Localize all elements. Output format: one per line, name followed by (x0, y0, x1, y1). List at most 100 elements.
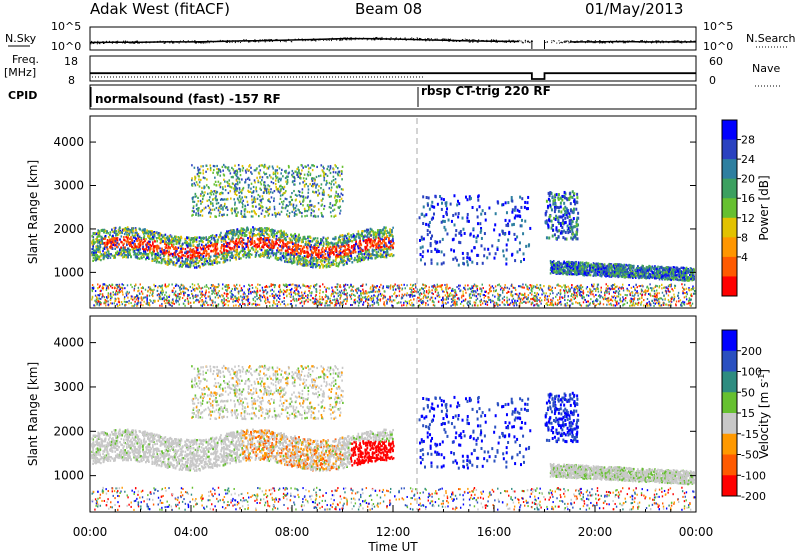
power-cell (136, 239, 139, 242)
power-cell (185, 240, 188, 243)
power-cell (196, 251, 199, 254)
nsky-point (405, 39, 407, 41)
power-cell (149, 243, 151, 246)
power-cell (222, 244, 225, 247)
power-cell (359, 239, 361, 242)
power-cell (368, 236, 370, 239)
power-cell (114, 241, 117, 244)
nsky-point (129, 42, 131, 44)
power-cell (121, 249, 123, 252)
nsky-point (140, 41, 142, 43)
nsky-point (256, 40, 258, 42)
power-cell (366, 233, 369, 236)
power-cell (277, 230, 279, 233)
power-cell (361, 232, 364, 235)
power-cell (380, 253, 383, 257)
nsky-point (628, 40, 630, 42)
power-cell (372, 251, 374, 254)
power-cell (114, 234, 117, 237)
nsky-point (652, 41, 654, 43)
power-cell (259, 240, 262, 243)
nsky-point (202, 42, 204, 44)
nsky-point (513, 40, 515, 42)
power-cell (139, 244, 142, 247)
nsky-point (279, 41, 281, 43)
power-cell (273, 236, 275, 239)
nsky-point (544, 41, 546, 43)
date-title: 01/May/2013 (585, 0, 683, 18)
nsky-point (93, 42, 95, 44)
power-cell (138, 241, 141, 245)
power-cell (117, 229, 120, 232)
power-cell (170, 239, 173, 242)
nsky-point (102, 42, 104, 44)
nsky-point (381, 38, 383, 40)
nsky-point (483, 40, 485, 42)
power-cell (166, 261, 168, 264)
power-cell (332, 259, 335, 262)
power-cell (111, 228, 113, 231)
power-cell (198, 254, 201, 258)
power-cell (363, 229, 366, 233)
power-cell (202, 246, 204, 249)
power-cell (156, 240, 158, 243)
power-cell (241, 234, 244, 237)
nsky-point (179, 40, 181, 42)
power-cell (92, 247, 94, 250)
nsky-point (627, 41, 629, 43)
nsky-point (105, 41, 107, 43)
nsky-point (332, 39, 334, 41)
nsky-point (505, 41, 507, 43)
power-cell (300, 244, 303, 248)
power-cell (141, 253, 144, 256)
power-cell (374, 257, 377, 260)
nsky-point (418, 38, 420, 40)
power-cell (209, 245, 212, 248)
power-cell (193, 250, 195, 253)
nsky-point (434, 38, 436, 40)
power-cell (190, 250, 192, 253)
power-cell (322, 266, 324, 269)
nsky-point (132, 41, 134, 43)
power-cell (91, 251, 93, 254)
nsky-point (521, 41, 523, 43)
power-cell (183, 241, 186, 244)
power-cell (187, 264, 190, 267)
freq-tick-bottom: 8 (68, 74, 75, 87)
power-cell (257, 228, 260, 231)
nsky-point (599, 41, 601, 43)
nsky-point (336, 39, 338, 41)
nsky-point (111, 42, 113, 44)
power-cell (145, 245, 148, 248)
nsky-point (417, 38, 419, 40)
power-cell (224, 260, 227, 263)
power-cell (323, 249, 326, 252)
power-cell (112, 243, 115, 247)
power-cell (302, 264, 305, 267)
power-cell (209, 263, 212, 266)
nsky-point (311, 40, 313, 42)
nsky-point (354, 39, 356, 41)
power-cell (283, 255, 285, 258)
nsky-point (225, 41, 227, 43)
power-cell (182, 254, 185, 257)
power-cell (179, 256, 182, 259)
nsky-point (221, 40, 223, 42)
power-cell (115, 230, 117, 233)
power-cell (354, 256, 356, 260)
nsky-point (264, 39, 266, 41)
power-cell (114, 247, 117, 250)
nsky-point (504, 41, 506, 43)
power-cell (166, 260, 169, 263)
power-cell (280, 246, 283, 249)
power-cell (375, 248, 378, 251)
nsky-point (250, 40, 252, 42)
freq-tick-top: 18 (64, 55, 78, 68)
power-cell (163, 257, 166, 261)
nsky-point (570, 40, 572, 42)
nsky-point (265, 39, 267, 41)
power-cell (164, 233, 167, 236)
power-cell (391, 254, 394, 258)
power-cell (143, 255, 145, 259)
